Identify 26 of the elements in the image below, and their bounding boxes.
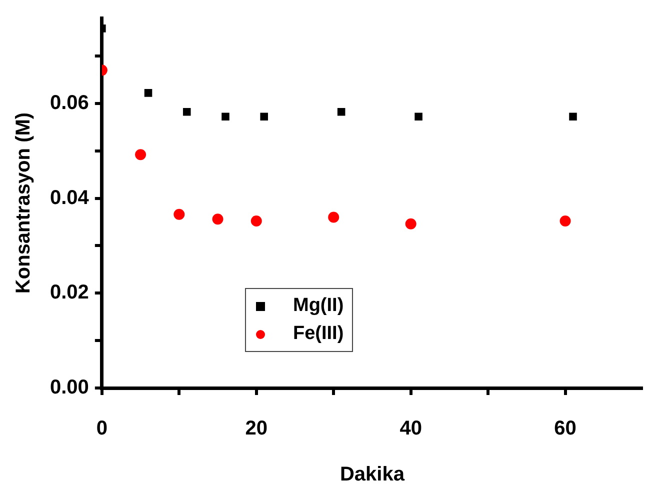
point	[260, 112, 268, 121]
point	[212, 214, 224, 225]
y-tick-label: 0.06	[50, 92, 89, 114]
y-tick-label: 0.02	[50, 282, 89, 304]
point	[414, 112, 422, 121]
legend-label: Mg(II)	[293, 295, 344, 317]
y-tick-label: 0.04	[50, 186, 90, 209]
point	[222, 112, 230, 121]
x-tick-label: 40	[400, 418, 422, 440]
x-axis-title: Dakika	[340, 464, 406, 486]
point	[560, 216, 571, 227]
point	[144, 89, 152, 97]
point	[337, 108, 346, 116]
point	[328, 212, 340, 223]
y-axis-title: Konsantrasyon (M)	[12, 112, 35, 294]
y-tick-label: 0.00	[50, 376, 89, 399]
x-tick-label: 60	[554, 418, 576, 440]
x-tick-label: 0	[96, 418, 108, 440]
x-tick-label: 20	[245, 418, 268, 440]
point	[174, 208, 185, 220]
point	[182, 108, 191, 116]
point	[569, 112, 577, 121]
legend-label: Fe(III)	[293, 323, 344, 345]
point	[135, 149, 146, 160]
point	[405, 218, 416, 230]
point	[250, 216, 262, 227]
